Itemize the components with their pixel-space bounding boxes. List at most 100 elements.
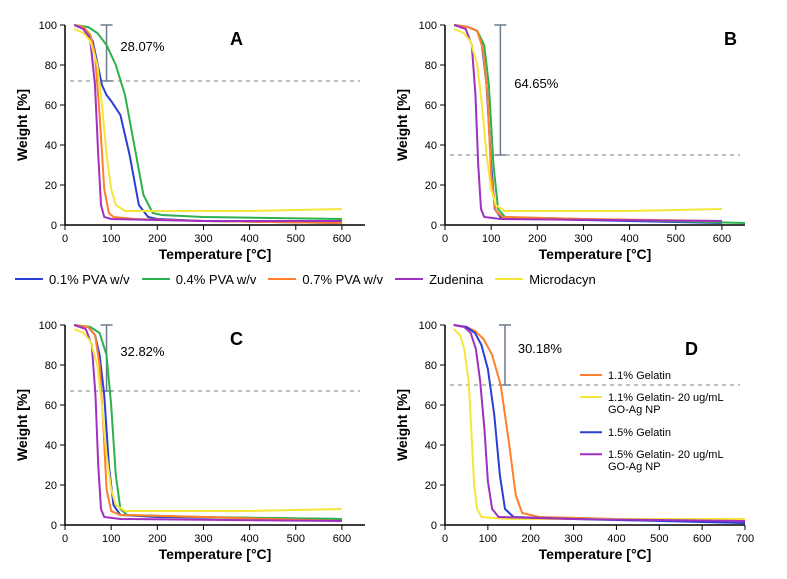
xtick: 700 (736, 533, 754, 545)
panel-letter: C (230, 329, 243, 349)
xtick: 0 (62, 533, 68, 545)
panel-letter: B (724, 29, 737, 49)
xtick: 200 (528, 233, 546, 245)
series-gel11np (454, 329, 745, 519)
x-axis-label: Temperature [°C] (539, 246, 652, 262)
legend-label: 1.5% Gelatin (608, 427, 671, 439)
ytick: 60 (45, 100, 57, 112)
ytick: 100 (419, 320, 437, 332)
xtick: 500 (287, 533, 305, 545)
legend-label: Zudenina (429, 272, 483, 287)
series-pva07 (74, 25, 342, 223)
xtick: 100 (102, 533, 120, 545)
xtick: 100 (102, 233, 120, 245)
legend-label: 0.4% PVA w/v (176, 272, 257, 287)
legend-item: 0.4% PVA w/v (142, 272, 257, 287)
ytick: 20 (425, 180, 437, 192)
xtick: 200 (148, 533, 166, 545)
legend-item: 0.7% PVA w/v (268, 272, 383, 287)
series-microdacyn (74, 29, 342, 211)
panel-A: 0100200300400500600020406080100Temperatu… (14, 20, 365, 262)
ytick: 20 (45, 180, 57, 192)
legend-item: Microdacyn (495, 272, 595, 287)
xtick: 300 (574, 233, 592, 245)
xtick: 300 (194, 533, 212, 545)
xtick: 300 (194, 233, 212, 245)
ytick: 100 (419, 20, 437, 32)
series-pva04 (74, 25, 342, 219)
x-axis-label: Temperature [°C] (539, 546, 652, 562)
legend-item: 0.1% PVA w/v (15, 272, 130, 287)
legend-swatch (15, 278, 43, 280)
legend-label: 1.1% Gelatin (608, 370, 671, 382)
xtick: 500 (287, 233, 305, 245)
series-gel15np (454, 325, 745, 521)
series-gel15 (454, 325, 745, 523)
legend-item: Zudenina (395, 272, 483, 287)
legend-swatch (142, 278, 170, 280)
xtick: 0 (442, 533, 448, 545)
series-microdacyn (74, 329, 342, 511)
ytick: 60 (45, 400, 57, 412)
legend-label: 1.1% Gelatin- 20 ug/mL (608, 392, 724, 404)
ytick: 40 (45, 440, 57, 452)
xtick: 0 (62, 233, 68, 245)
xtick: 500 (667, 233, 685, 245)
xtick: 100 (482, 233, 500, 245)
percent-annotation: 32.82% (120, 344, 165, 359)
legend-label: Microdacyn (529, 272, 595, 287)
shared-legend: 0.1% PVA w/v 0.4% PVA w/v 0.7% PVA w/v Zude… (15, 268, 608, 287)
xtick: 600 (333, 533, 351, 545)
tga-figure: 0100200300400500600020406080100Temperatu… (10, 10, 777, 569)
series-pva04 (454, 25, 745, 223)
xtick: 400 (620, 233, 638, 245)
xtick: 600 (333, 233, 351, 245)
ytick: 20 (45, 480, 57, 492)
x-axis-label: Temperature [°C] (159, 246, 272, 262)
ytick: 80 (425, 360, 437, 372)
x-axis-label: Temperature [°C] (159, 546, 272, 562)
y-axis-label: Weight [%] (394, 89, 410, 161)
ytick: 60 (425, 100, 437, 112)
panel-letter: D (685, 339, 698, 359)
series-pva07 (74, 325, 342, 521)
legend-swatch (495, 278, 523, 280)
legend-label: GO-Ag NP (608, 461, 661, 473)
ytick: 0 (431, 520, 437, 532)
series-zudenina (74, 25, 342, 221)
xtick: 400 (240, 533, 258, 545)
xtick: 300 (564, 533, 582, 545)
xtick: 600 (693, 533, 711, 545)
percent-annotation: 64.65% (514, 76, 559, 91)
ytick: 100 (39, 320, 57, 332)
xtick: 0 (442, 233, 448, 245)
ytick: 60 (425, 400, 437, 412)
ytick: 0 (431, 220, 437, 232)
panel-C: 0 100 200 300 400 500 600 0 20 40 60 80 100 Temperatu… (14, 320, 365, 562)
y-axis-label: Weight [%] (14, 389, 30, 461)
percent-annotation: 28.07% (120, 39, 165, 54)
series-pva01 (74, 25, 342, 223)
ytick: 80 (45, 60, 57, 72)
ytick: 40 (45, 140, 57, 152)
legend-label: 0.1% PVA w/v (49, 272, 130, 287)
legend-label: GO-Ag NP (608, 404, 661, 416)
figure-svg: 0100200300400500600020406080100Temperatu… (10, 10, 777, 569)
legend-swatch (268, 278, 296, 280)
panel-B: 0100200300400500600020406080100Temperatu… (394, 20, 745, 262)
legend-label: 0.7% PVA w/v (302, 272, 383, 287)
xtick: 200 (522, 533, 540, 545)
xtick: 400 (607, 533, 625, 545)
y-axis-label: Weight [%] (394, 389, 410, 461)
series-pva01 (74, 325, 342, 519)
ytick: 20 (425, 480, 437, 492)
ytick: 80 (45, 360, 57, 372)
series-zudenina (74, 325, 342, 521)
series-pva04 (74, 325, 342, 519)
ytick: 0 (51, 520, 57, 532)
xtick: 200 (148, 233, 166, 245)
legend-swatch (395, 278, 423, 280)
series-microdacyn (454, 29, 722, 211)
ytick: 40 (425, 440, 437, 452)
xtick: 600 (713, 233, 731, 245)
